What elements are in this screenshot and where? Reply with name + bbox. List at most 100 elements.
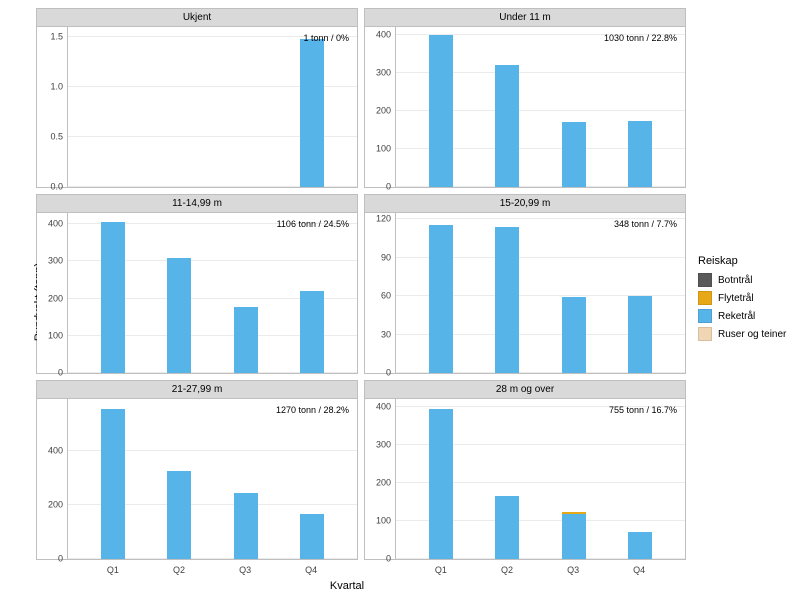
chart-inner: 1030 tonn / 22.8% [395, 27, 685, 187]
x-tick-label: Q3 [540, 565, 606, 575]
panels-grid: Rundvekt (tonn) Kvartal Ukjent0.00.51.01… [8, 8, 686, 596]
bar-slot [213, 27, 279, 187]
y-ticks: 0100200300400 [365, 399, 395, 559]
bar-segment [101, 222, 125, 373]
y-ticks: 0.00.51.01.5 [37, 27, 67, 187]
x-tick-label: Q3 [212, 565, 278, 575]
facet-panel: 28 m og over0100200300400755 tonn / 16.7… [364, 380, 686, 560]
panel-title: 21-27,99 m [37, 381, 357, 399]
bar-slot [146, 27, 212, 187]
panel-title: 15-20,99 m [365, 195, 685, 213]
bar-segment [562, 297, 586, 373]
panel-annotation: 1106 tonn / 24.5% [277, 219, 349, 229]
bar-slot [408, 213, 474, 373]
bar-slot [80, 399, 146, 559]
y-tick-label: 300 [376, 440, 391, 449]
legend-label: Flytetrål [718, 293, 754, 304]
y-tick-label: 90 [381, 253, 391, 262]
panel-annotation: 1030 tonn / 22.8% [604, 33, 677, 43]
y-tick-label: 1.0 [50, 83, 63, 92]
bar-segment [628, 121, 652, 187]
x-ticks: Q1Q2Q3Q4 [395, 565, 685, 575]
y-tick-label: 100 [48, 331, 63, 340]
bar-slot [80, 27, 146, 187]
panel-annotation: 1270 tonn / 28.2% [276, 405, 349, 415]
bar-slot [474, 27, 540, 187]
y-tick-label: 200 [376, 106, 391, 115]
panel-annotation: 755 tonn / 16.7% [609, 405, 677, 415]
chart-inner: 1 tonn / 0% [67, 27, 357, 187]
x-ticks: Q1Q2Q3Q4 [67, 565, 357, 575]
bar-segment [300, 514, 324, 559]
panel-title: Ukjent [37, 9, 357, 27]
y-tick-label: 100 [376, 516, 391, 525]
bar-segment [429, 35, 453, 187]
bar-segment [628, 532, 652, 559]
bar-segment [234, 493, 258, 559]
y-tick-label: 200 [48, 500, 63, 509]
bar-slot [474, 213, 540, 373]
legend-item: Flytetrål [698, 291, 792, 305]
legend-title: Reiskap [698, 255, 792, 267]
panel-body: 02004001270 tonn / 28.2%Q1Q2Q3Q4 [37, 399, 357, 559]
bar-segment [300, 291, 324, 373]
plot-area: Rundvekt (tonn) Kvartal Ukjent0.00.51.01… [0, 0, 690, 600]
y-tick-label: 1.5 [50, 33, 63, 42]
panel-title: 11-14,99 m [37, 195, 357, 213]
y-tick-label: 0 [58, 369, 63, 378]
x-tick-label: Q1 [80, 565, 146, 575]
y-tick-label: 120 [376, 215, 391, 224]
chart-inner: 1270 tonn / 28.2% [67, 399, 357, 559]
x-tick-label: Q2 [474, 565, 540, 575]
x-tick-label: Q2 [146, 565, 212, 575]
facet-panel: 11-14,99 m01002003004001106 tonn / 24.5% [36, 194, 358, 374]
legend: Reiskap Botntrål Flytetrål Reketrål Ruser o… [690, 0, 800, 600]
bar-segment [628, 296, 652, 373]
y-ticks: 0100200300400 [365, 27, 395, 187]
y-tick-label: 0 [58, 555, 63, 564]
bar-segment [429, 225, 453, 373]
x-tick-label: Q1 [408, 565, 474, 575]
bar-slot [279, 213, 345, 373]
x-axis-label: Kvartal [330, 580, 364, 592]
legend-swatch [698, 309, 712, 323]
y-tick-label: 200 [48, 294, 63, 303]
panel-body: 0100200300400755 tonn / 16.7%Q1Q2Q3Q4 [365, 399, 685, 559]
panel-annotation: 348 tonn / 7.7% [614, 219, 677, 229]
bar-slot [146, 213, 212, 373]
bar-slot [80, 213, 146, 373]
bar-slot [607, 399, 673, 559]
legend-swatch [698, 291, 712, 305]
bar-slot [213, 399, 279, 559]
bar-segment [495, 65, 519, 187]
bar-slot [146, 399, 212, 559]
y-ticks: 0306090120 [365, 213, 395, 373]
y-tick-label: 100 [376, 144, 391, 153]
panel-title: 28 m og over [365, 381, 685, 399]
legend-label: Botntrål [718, 275, 752, 286]
bar-slot [607, 27, 673, 187]
panel-body: 01002003004001106 tonn / 24.5% [37, 213, 357, 373]
bars-container [396, 27, 685, 187]
y-tick-label: 60 [381, 292, 391, 301]
legend-item: Reketrål [698, 309, 792, 323]
y-tick-label: 0.0 [50, 183, 63, 192]
legend-item: Botntrål [698, 273, 792, 287]
y-tick-label: 400 [376, 30, 391, 39]
bar-slot [279, 399, 345, 559]
y-tick-label: 30 [381, 330, 391, 339]
bar-segment [234, 307, 258, 373]
y-ticks: 0100200300400 [37, 213, 67, 373]
facet-panel: 21-27,99 m02004001270 tonn / 28.2%Q1Q2Q3… [36, 380, 358, 560]
bars-container [396, 213, 685, 373]
y-tick-label: 200 [376, 478, 391, 487]
panel-title: Under 11 m [365, 9, 685, 27]
y-tick-label: 0 [386, 555, 391, 564]
panel-body: 0.00.51.01.51 tonn / 0% [37, 27, 357, 187]
x-tick-label: Q4 [606, 565, 672, 575]
legend-swatch [698, 273, 712, 287]
bar-slot [408, 399, 474, 559]
bar-segment [300, 39, 324, 187]
bars-container [68, 27, 357, 187]
legend-label: Ruser og teiner [718, 329, 786, 340]
